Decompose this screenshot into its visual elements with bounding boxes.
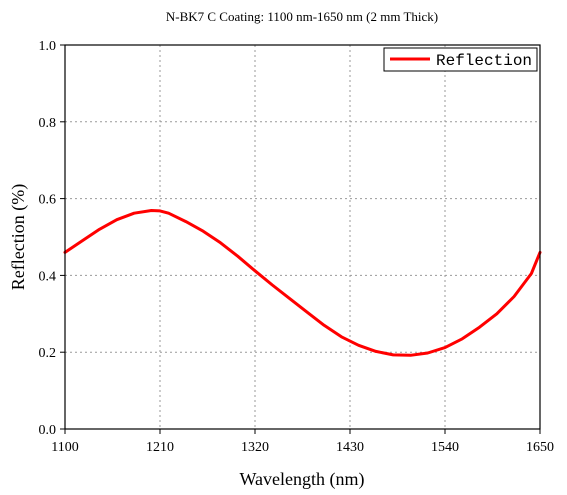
x-tick-label: 1650	[526, 440, 554, 455]
x-tick-label: 1320	[241, 440, 269, 455]
x-tick-label: 1210	[146, 440, 174, 455]
legend-box	[383, 47, 538, 72]
legend: Reflection	[383, 47, 538, 72]
x-tick-label: 1430	[336, 440, 364, 455]
y-tick-label: 1.0	[39, 39, 57, 54]
x-tick-label: 1540	[431, 440, 459, 455]
x-axis-label: Wavelength (nm)	[239, 469, 364, 490]
y-tick-label: 0.2	[39, 346, 57, 361]
plot-frame	[64, 44, 541, 430]
y-tick-label: 0.4	[39, 269, 57, 284]
y-tick-label: 0.6	[39, 193, 57, 208]
grid-lines	[65, 45, 540, 429]
series-line-reflection	[63, 209, 542, 357]
axis-ticks: 1100 1210 1320 1430 1540 1650 0.0 0.2 0.4 0.6 0.8 1…	[39, 39, 555, 455]
y-tick-label: 0.0	[39, 423, 57, 438]
series-layer	[63, 209, 542, 357]
y-tick-label: 0.8	[39, 116, 57, 131]
x-tick-label: 1100	[51, 440, 78, 455]
legend-label-reflection: Reflection	[436, 52, 532, 70]
chart-title: N-BK7 C Coating: 1100 nm-1650 nm (2 mm T…	[166, 9, 438, 24]
y-axis-label: Reflection (%)	[8, 184, 29, 290]
